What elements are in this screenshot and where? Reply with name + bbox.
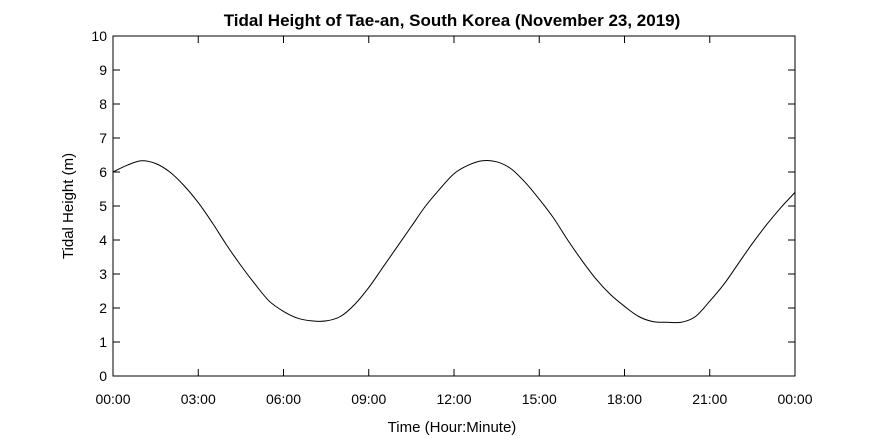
- y-tick-label: 5: [99, 198, 107, 214]
- x-axis-label: Time (Hour:Minute): [388, 419, 517, 436]
- y-tick-label: 6: [99, 164, 107, 180]
- axis-ticks: 0 1 2 3 4 5 6 7 8 9 10 00:00 03:00 06:00 09:00 12:00 15:…: [91, 28, 812, 407]
- x-tick-label: 12:00: [436, 391, 471, 407]
- x-tick-label: 18:00: [607, 391, 642, 407]
- x-tick-label: 00:00: [95, 391, 130, 407]
- y-axis-label: Tidal Height (m): [60, 153, 77, 259]
- tidal-height-line: [112, 160, 796, 324]
- x-tick-label: 15:00: [522, 391, 557, 407]
- y-tick-label: 9: [99, 62, 107, 78]
- y-tick-label: 0: [99, 368, 107, 384]
- y-tick-label: 7: [99, 130, 107, 146]
- chart-title: Tidal Height of Tae-an, South Korea (Nov…: [224, 11, 681, 30]
- plot-axes: [112, 35, 796, 377]
- x-tick-label: 00:00: [777, 391, 812, 407]
- y-tick-label: 8: [99, 96, 107, 112]
- y-tick-label: 1: [99, 334, 107, 350]
- x-tick-label: 03:00: [181, 391, 216, 407]
- y-tick-label: 4: [99, 232, 107, 248]
- plot-frame: [112, 35, 796, 377]
- data-series: [112, 160, 796, 324]
- y-tick-label: 10: [91, 28, 107, 44]
- x-tick-label: 09:00: [351, 391, 386, 407]
- x-tick-label: 06:00: [266, 391, 301, 407]
- y-tick-label: 3: [99, 266, 107, 282]
- y-tick-label: 2: [99, 300, 107, 316]
- x-tick-label: 21:00: [692, 391, 727, 407]
